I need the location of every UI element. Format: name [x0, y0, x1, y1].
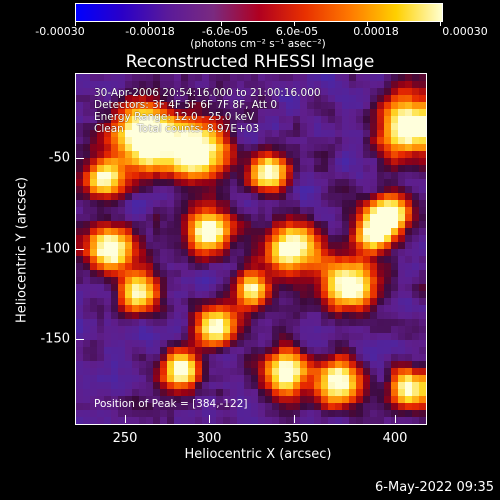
colorbar-label: -0.00018	[125, 25, 175, 38]
colorbar-tick	[148, 21, 149, 26]
x-tick-label: 250	[112, 431, 138, 446]
x-tick	[125, 415, 126, 423]
colorbar-label: -6.0e-05	[201, 25, 249, 38]
x-tick	[395, 415, 396, 423]
colorbar-tick	[75, 21, 76, 26]
x-tick	[209, 415, 210, 423]
x-tick	[294, 415, 295, 423]
y-tick	[76, 158, 84, 159]
y-axis-title: Heliocentric Y (arcsec)	[14, 177, 30, 323]
colorbar-label: 0.00030	[442, 25, 488, 38]
y-tick-label: -50	[48, 150, 70, 166]
y-tick	[76, 339, 84, 340]
x-tick-label: 400	[382, 431, 408, 446]
colorbar-label: 0.00018	[353, 25, 399, 38]
colorbar-tick	[294, 21, 295, 26]
y-tick	[76, 249, 84, 250]
info-time-range: 30-Apr-2006 20:54:16.000 to 21:00:16.000	[94, 87, 321, 99]
colorbar	[75, 3, 443, 22]
timestamp: 6-May-2022 09:35	[375, 480, 494, 495]
peak-position: Position of Peak = [384,-122]	[94, 398, 248, 410]
colorbar-label: -0.00030	[35, 25, 85, 38]
image-plot	[75, 73, 427, 425]
y-tick-label: -100	[40, 241, 70, 257]
colorbar-units: (photons cm⁻² s⁻¹ asec⁻²)	[190, 38, 326, 50]
colorbar-tick	[440, 21, 441, 26]
x-tick-label: 350	[283, 431, 309, 446]
colorbar-label: 6.0e-05	[275, 25, 319, 38]
y-tick-label: -150	[40, 331, 70, 347]
x-tick-label: 300	[196, 431, 222, 446]
rhessi-image	[76, 74, 426, 424]
info-clean-counts: Clean Total counts: 8.97E+03	[94, 123, 260, 135]
plot-title: Reconstructed RHESSI Image	[125, 52, 375, 72]
colorbar-tick	[367, 21, 368, 26]
info-detectors: Detectors: 3F 4F 5F 6F 7F 8F, Att 0	[94, 99, 278, 111]
x-axis-title: Heliocentric X (arcsec)	[184, 447, 332, 462]
info-energy-range: Energy Range: 12.0 - 25.0 keV	[94, 111, 255, 123]
colorbar-tick	[221, 21, 222, 26]
